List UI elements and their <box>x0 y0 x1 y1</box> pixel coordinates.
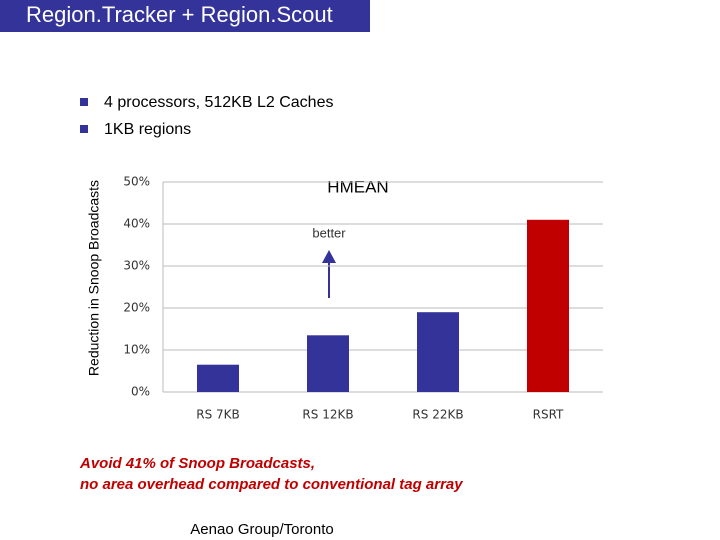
y-axis-label: Reduction in Snoop Broadcasts <box>86 180 102 376</box>
y-tick-label: 50% <box>123 175 150 189</box>
caption: no area overhead compared to conventiona… <box>80 476 463 493</box>
y-tick-label: 0% <box>131 385 150 399</box>
bar <box>527 219 569 392</box>
bullet: 4 processors, 512KB L2 Caches <box>104 94 333 111</box>
arrow-head <box>322 250 336 263</box>
slide-title: Region.Tracker + Region.Scout <box>26 2 333 27</box>
y-tick-label: 30% <box>123 259 150 273</box>
title-bar <box>0 0 370 32</box>
y-tick-label: 20% <box>123 301 150 315</box>
bar <box>417 312 459 392</box>
caption: Avoid 41% of Snoop Broadcasts, <box>79 455 315 472</box>
x-tick-label: RS 12KB <box>302 408 353 422</box>
y-tick-label: 40% <box>123 217 150 231</box>
bar <box>197 364 239 392</box>
bullet-icon <box>80 125 88 133</box>
x-tick-label: RS 22KB <box>412 408 463 422</box>
footer: Aenao Group/Toronto <box>190 521 333 538</box>
x-tick-label: RSRT <box>533 408 564 422</box>
bullet: 1KB regions <box>104 121 191 138</box>
chart-title: HMEAN <box>327 177 388 196</box>
x-tick-label: RS 7KB <box>196 408 240 422</box>
y-tick-label: 10% <box>123 343 150 357</box>
bullet-icon <box>80 98 88 106</box>
bar <box>307 335 349 392</box>
annotation: better <box>312 225 346 240</box>
